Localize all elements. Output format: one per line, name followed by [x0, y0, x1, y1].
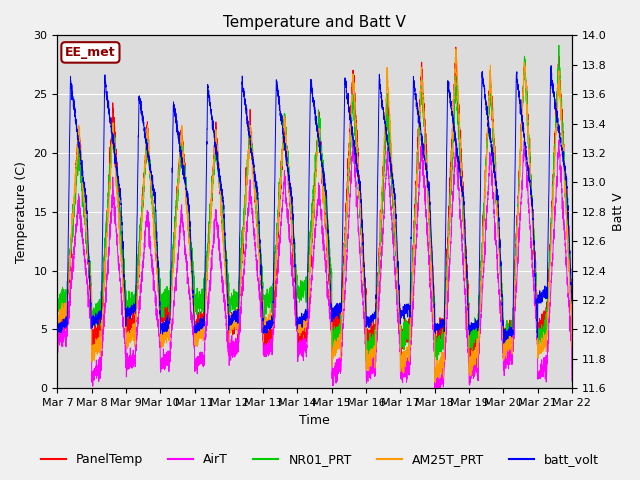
Y-axis label: Batt V: Batt V [612, 192, 625, 231]
Text: EE_met: EE_met [65, 46, 116, 59]
X-axis label: Time: Time [300, 414, 330, 427]
Legend: PanelTemp, AirT, NR01_PRT, AM25T_PRT, batt_volt: PanelTemp, AirT, NR01_PRT, AM25T_PRT, ba… [36, 448, 604, 471]
Title: Temperature and Batt V: Temperature and Batt V [223, 15, 406, 30]
Y-axis label: Temperature (C): Temperature (C) [15, 161, 28, 263]
